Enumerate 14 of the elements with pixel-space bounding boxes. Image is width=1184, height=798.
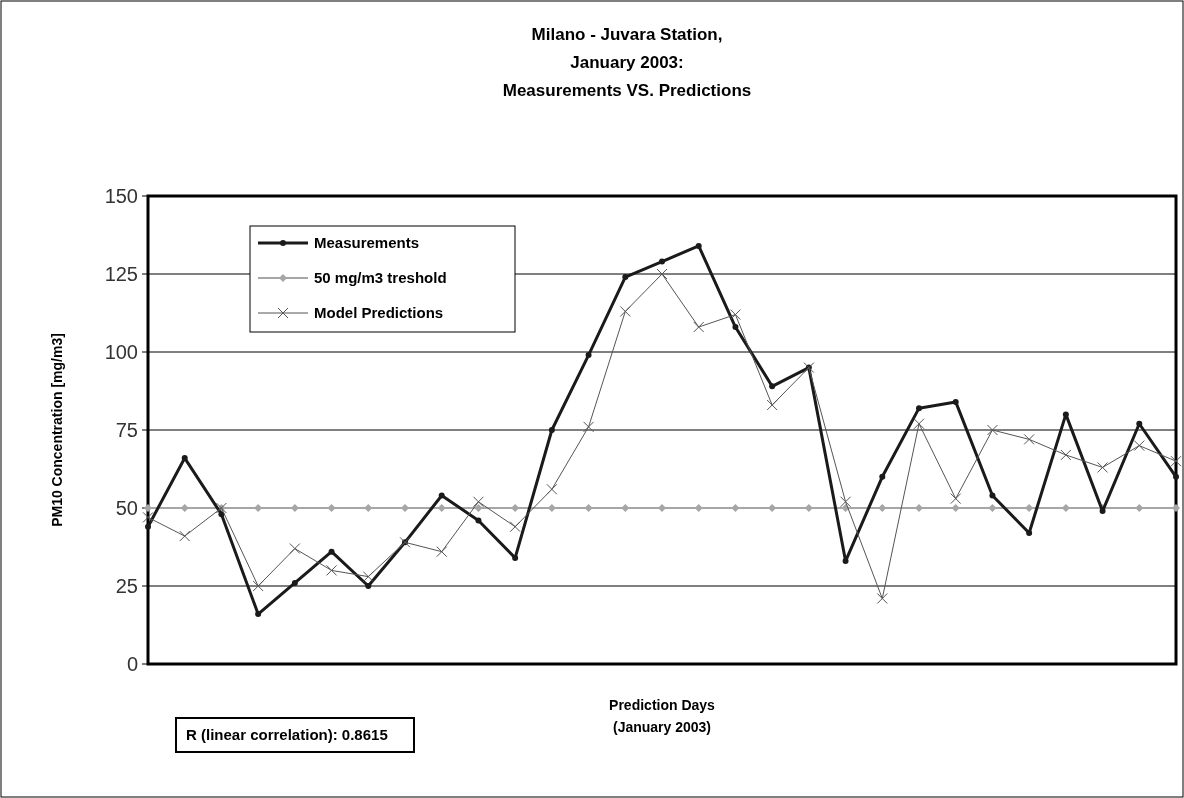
y-tick-label: 0 <box>126 653 138 675</box>
chart-title: Milano - Juvara Station, January 2003: Measurements VS. Predictions <box>502 25 752 100</box>
y-tick-label: 125 <box>104 263 138 285</box>
legend-label: Measurements <box>314 234 420 252</box>
y-tick-label: 25 <box>115 575 138 597</box>
y-tick-label: 150 <box>104 185 138 207</box>
y-axis-title: PM10 Concentration [mg/m3] <box>49 333 65 527</box>
legend-label: Model Predictions <box>314 304 444 322</box>
y-tick-label: 50 <box>115 497 138 519</box>
x-axis-title: Prediction Days (January 2003) <box>609 697 716 735</box>
text: R (linear correlation): 0.8615 <box>186 726 388 744</box>
legend-label: 50 mg/m3 treshold <box>314 269 447 287</box>
y-tick-label: 75 <box>115 419 138 441</box>
y-tick-label: 100 <box>104 341 138 363</box>
